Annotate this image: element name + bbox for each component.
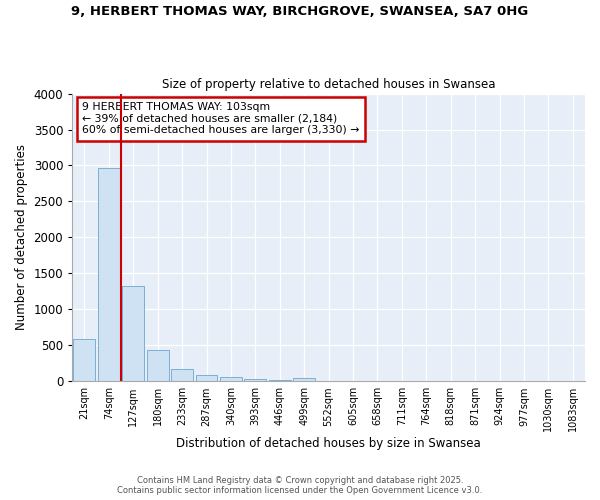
Bar (98, 168, 120, 382)
Bar (196, 375, 217, 382)
Bar (146, 350, 169, 382)
Text: 9, HERBERT THOMAS WAY, BIRCHGROVE, SWANSEA, SA7 0HG: 9, HERBERT THOMAS WAY, BIRCHGROVE, SWANS… (71, 5, 529, 18)
Bar (73, 339, 95, 382)
Bar (269, 380, 291, 382)
Y-axis label: Number of detached properties: Number of detached properties (15, 144, 28, 330)
Title: Size of property relative to detached houses in Swansea: Size of property relative to detached ho… (162, 78, 496, 91)
Text: 9 HERBERT THOMAS WAY: 103sqm
← 39% of detached houses are smaller (2,184)
60% of: 9 HERBERT THOMAS WAY: 103sqm ← 39% of de… (82, 102, 360, 136)
Bar (244, 379, 266, 382)
Bar (220, 378, 242, 382)
X-axis label: Distribution of detached houses by size in Swansea: Distribution of detached houses by size … (176, 437, 481, 450)
Text: Contains HM Land Registry data © Crown copyright and database right 2025.
Contai: Contains HM Land Registry data © Crown c… (118, 476, 482, 495)
Bar (171, 370, 193, 382)
Bar (293, 378, 315, 382)
Bar (122, 286, 144, 382)
